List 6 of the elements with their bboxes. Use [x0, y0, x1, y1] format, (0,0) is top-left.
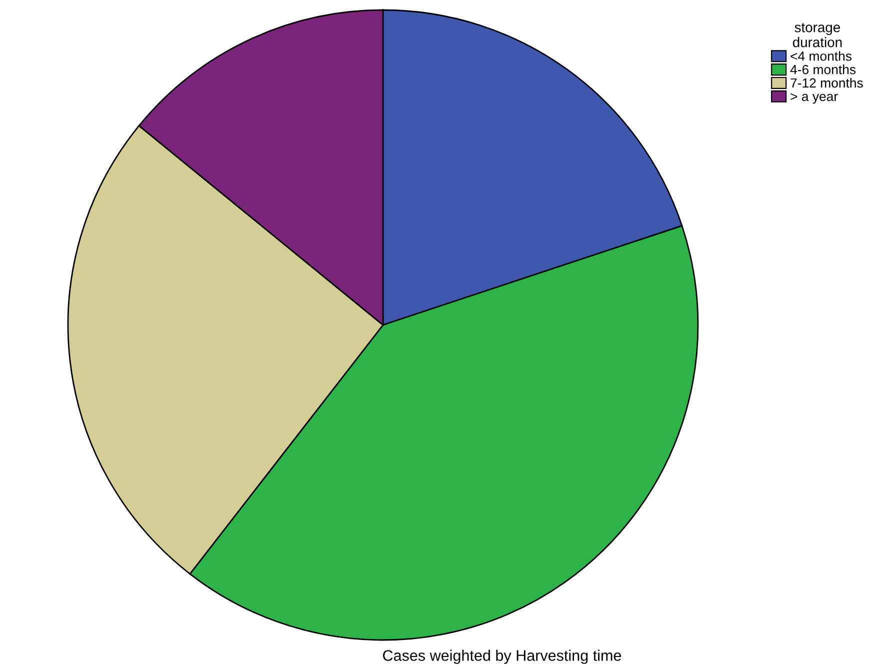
- legend-label: 4-6 months: [790, 64, 856, 74]
- legend-label: 7-12 months: [790, 78, 863, 88]
- legend-label: <4 months: [790, 51, 852, 61]
- legend-label: > a year: [790, 93, 838, 104]
- legend-title: storage duration: [792, 23, 842, 48]
- text: Cases weighted by Harvesting time: [383, 650, 622, 664]
